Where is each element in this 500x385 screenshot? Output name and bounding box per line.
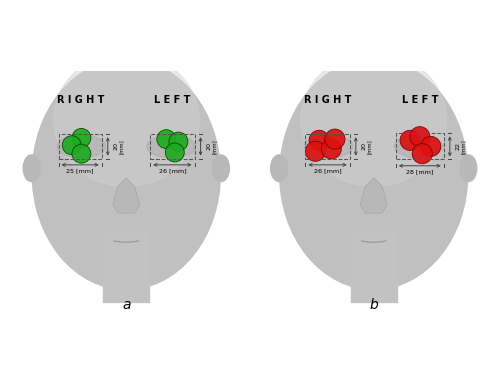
Text: b: b bbox=[370, 298, 378, 312]
Circle shape bbox=[410, 127, 430, 147]
Circle shape bbox=[157, 130, 176, 149]
Circle shape bbox=[62, 136, 81, 155]
Text: [mm]: [mm] bbox=[119, 139, 124, 154]
Text: 20: 20 bbox=[362, 142, 366, 151]
Ellipse shape bbox=[57, 135, 106, 158]
Text: 26 [mm]: 26 [mm] bbox=[158, 169, 186, 174]
Bar bbox=[350, 231, 397, 302]
Bar bbox=[306, 134, 350, 159]
Ellipse shape bbox=[304, 135, 353, 158]
Text: R I G H T: R I G H T bbox=[56, 95, 104, 105]
Text: [mm]: [mm] bbox=[212, 139, 217, 154]
Circle shape bbox=[325, 129, 345, 149]
Ellipse shape bbox=[32, 59, 220, 290]
Ellipse shape bbox=[394, 135, 443, 158]
Text: 26 [mm]: 26 [mm] bbox=[314, 169, 342, 174]
Circle shape bbox=[72, 129, 91, 147]
Circle shape bbox=[169, 132, 188, 151]
Circle shape bbox=[72, 144, 91, 163]
Text: R I G H T: R I G H T bbox=[304, 95, 352, 105]
Bar bbox=[58, 134, 102, 159]
Ellipse shape bbox=[54, 53, 199, 186]
Text: 22: 22 bbox=[456, 142, 460, 151]
Ellipse shape bbox=[460, 155, 477, 182]
Bar bbox=[396, 133, 444, 159]
Ellipse shape bbox=[270, 155, 287, 182]
Ellipse shape bbox=[280, 59, 468, 290]
Text: [mm]: [mm] bbox=[368, 139, 372, 154]
Circle shape bbox=[400, 130, 420, 151]
Text: L E F T: L E F T bbox=[154, 95, 190, 105]
Circle shape bbox=[412, 144, 432, 164]
Text: a: a bbox=[122, 298, 130, 312]
Ellipse shape bbox=[23, 155, 40, 182]
Polygon shape bbox=[360, 178, 387, 213]
Ellipse shape bbox=[212, 155, 230, 182]
Circle shape bbox=[309, 130, 329, 151]
Bar bbox=[103, 231, 150, 302]
Ellipse shape bbox=[147, 135, 196, 158]
Ellipse shape bbox=[301, 53, 446, 186]
Circle shape bbox=[420, 136, 441, 156]
Text: 20: 20 bbox=[114, 142, 118, 151]
Text: 25 [mm]: 25 [mm] bbox=[66, 169, 94, 174]
Polygon shape bbox=[113, 178, 140, 213]
Text: [mm]: [mm] bbox=[462, 139, 466, 154]
Circle shape bbox=[306, 141, 326, 161]
Text: 28 [mm]: 28 [mm] bbox=[406, 169, 433, 174]
Text: 20: 20 bbox=[206, 142, 212, 151]
Bar bbox=[150, 134, 194, 159]
Circle shape bbox=[166, 143, 184, 162]
Circle shape bbox=[321, 139, 342, 159]
Text: L E F T: L E F T bbox=[402, 95, 438, 105]
